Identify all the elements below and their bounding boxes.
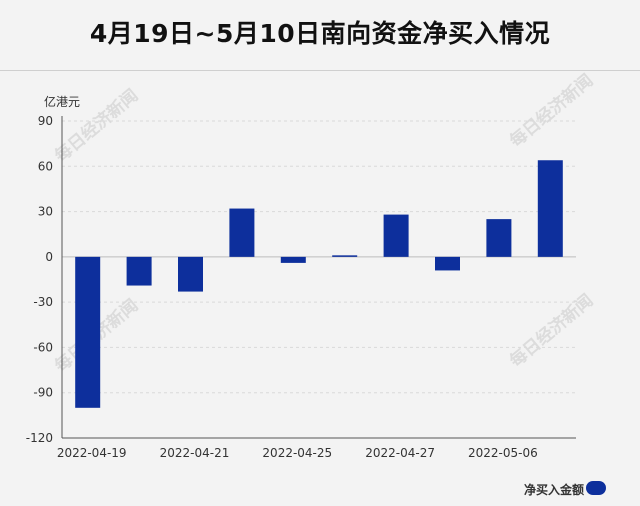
y-tick-label: 60 [38,159,53,173]
title-divider [0,70,640,71]
y-tick-label: -30 [33,295,53,309]
bar [126,256,152,286]
bar-series [75,160,563,408]
bar [75,256,101,408]
bar [383,214,409,257]
bar [332,255,358,257]
bar [229,208,255,257]
y-tick-label: 90 [38,114,53,128]
x-tick-label: 2022-05-06 [468,446,538,460]
x-tick-label: 2022-04-21 [160,446,230,460]
y-tick-label: -120 [26,431,53,445]
bar [435,256,460,271]
bar [537,160,563,257]
y-tick-label: -90 [33,386,53,400]
chart-title: 4月19日~5月10日南向资金净买入情况 [89,19,551,48]
y-axis: 90 60 30 0 -30 -60 -90 -120 [26,114,63,445]
y-tick-label: 0 [45,250,53,264]
watermark-layer: 每日经济新闻每日经济新闻每日经济新闻每日经济新闻 [51,70,598,377]
x-tick-label: 2022-04-25 [262,446,332,460]
bar [486,219,512,257]
x-tick-label: 2022-04-19 [57,446,127,460]
bar [178,256,203,292]
y-axis-unit-label: 亿港元 [44,94,80,109]
x-axis: 2022-04-19 2022-04-21 2022-04-25 2022-04-27… [57,437,576,460]
watermark-text: 每日经济新闻 [506,70,598,152]
legend-swatch [586,481,606,495]
y-tick-label: 30 [38,205,53,219]
y-tick-label: -60 [33,340,53,354]
legend-label: 净买入金额 [523,483,584,497]
x-tick-label: 2022-04-27 [365,446,435,460]
bar [280,256,306,263]
